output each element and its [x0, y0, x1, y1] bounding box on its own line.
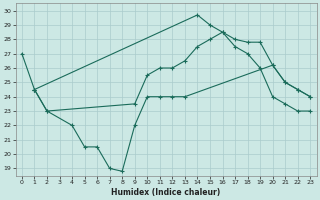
- X-axis label: Humidex (Indice chaleur): Humidex (Indice chaleur): [111, 188, 221, 197]
